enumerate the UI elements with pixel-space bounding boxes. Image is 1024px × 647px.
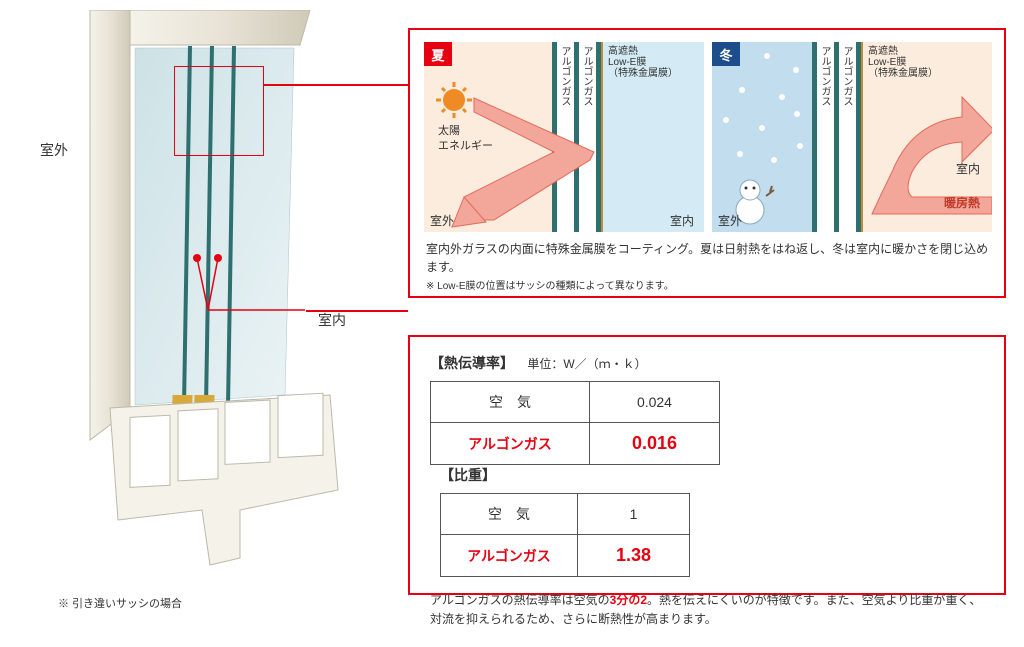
data-panel: 【熱伝導率】 単位：W／（ｍ・ｋ） 空 気 0.024 アルゴンガス 0.016… (408, 335, 1006, 595)
lowe-l3b: （特殊金属膜） (868, 68, 938, 79)
sun-l2: エネルギー (438, 140, 493, 152)
seasonal-panel: 夏 アルゴンガス アルゴンガス 高遮熱 Low-E膜 （特殊金属膜） 太陽 エネ… (408, 28, 1006, 298)
summer-diagram: 夏 アルゴンガス アルゴンガス 高遮熱 Low-E膜 （特殊金属膜） 太陽 エネ… (424, 42, 704, 232)
lowe-l1b: 高遮熱 (868, 46, 898, 57)
table1-title: 【熱伝導率】 (430, 355, 514, 371)
summer-layer-argon1: アルゴンガス (559, 46, 570, 106)
t2-r1-label: 空 気 (441, 494, 578, 535)
callout-line-1 (264, 84, 408, 86)
t2-r2-label: アルゴンガス (441, 535, 578, 577)
note-highlight: 3分の2 (610, 593, 647, 607)
note-pre: アルゴンガスの熱伝導率は空気の (430, 593, 610, 607)
lowe-l2: Low-E膜 (608, 57, 646, 68)
table2-title: 【比重】 (440, 467, 496, 483)
footnote-left: ※ 引き違いサッシの場合 (58, 595, 182, 611)
note2: ※ Low-E膜の位置はサッシの種類によって異なります。 (426, 281, 674, 292)
winter-layer-argon2: アルゴンガス (841, 46, 852, 106)
callout-line-2 (306, 310, 408, 312)
t1-r2-value: 0.016 (589, 423, 719, 465)
winter-indoor: 室内 (956, 160, 980, 177)
winter-diagram: 冬 アルゴンガス アルゴンガス 高遮熱 Low-E膜 （特殊金属膜） 室外 室内… (712, 42, 992, 232)
table1-unit: 単位：W／（ｍ・ｋ） (527, 357, 646, 371)
sun-label: 太陽 エネルギー (438, 124, 493, 155)
t1-r1-label: 空 気 (431, 382, 590, 423)
lowe-l2b: Low-E膜 (868, 57, 906, 68)
panel-bot-note: アルゴンガスの熱伝導率は空気の3分の2。熱を伝えにくいのが特徴です。また、空気よ… (430, 591, 984, 629)
summer-badge: 夏 (424, 42, 452, 66)
t1-r1-value: 0.024 (589, 382, 719, 423)
callout-box (174, 66, 264, 156)
label-outside: 室外 (40, 140, 68, 160)
winter-outdoor: 室外 (718, 212, 742, 229)
winter-layer-argon1: アルゴンガス (819, 46, 830, 106)
winter-heating: 暖房熱 (944, 194, 980, 211)
summer-layer-argon2: アルゴンガス (581, 46, 592, 106)
window-cutaway-area: 室外 室内 ※ 引き違いサッシの場合 (0, 0, 400, 600)
thermal-conductivity-table: 空 気 0.024 アルゴンガス 0.016 (430, 381, 720, 465)
specific-gravity-table: 空 気 1 アルゴンガス 1.38 (440, 493, 690, 577)
lowe-l1: 高遮熱 (608, 46, 638, 57)
sun-l1: 太陽 (438, 125, 460, 137)
panel-top-note: 室内外ガラスの内面に特殊金属膜をコーティング。夏は日射熱をはね返し、冬は室内に暖… (426, 240, 990, 294)
summer-indoor: 室内 (670, 212, 694, 229)
lowe-l3: （特殊金属膜） (608, 68, 678, 79)
note1: 室内外ガラスの内面に特殊金属膜をコーティング。夏は日射熱をはね返し、冬は室内に暖… (426, 242, 988, 274)
t1-r2-label: アルゴンガス (431, 423, 590, 465)
t2-r1-value: 1 (577, 494, 689, 535)
summer-outdoor: 室外 (430, 212, 454, 229)
summer-layer-lowe: 高遮熱 Low-E膜 （特殊金属膜） (608, 46, 678, 79)
winter-layer-lowe: 高遮熱 Low-E膜 （特殊金属膜） (868, 46, 938, 79)
winter-badge: 冬 (712, 42, 740, 66)
t2-r2-value: 1.38 (577, 535, 689, 577)
